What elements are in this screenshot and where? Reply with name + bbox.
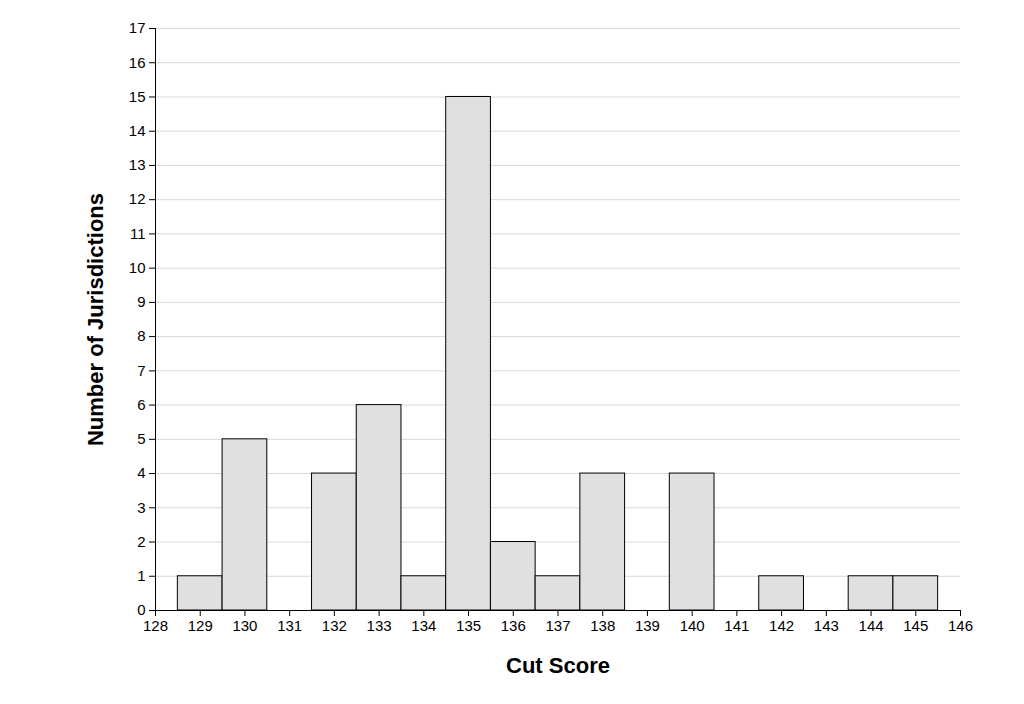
- svg-text:12: 12: [129, 190, 146, 207]
- svg-text:10: 10: [129, 259, 146, 276]
- svg-text:11: 11: [130, 225, 146, 242]
- svg-text:Number of Jurisdictions: Number of Jurisdictions: [83, 193, 108, 446]
- svg-text:136: 136: [501, 617, 526, 634]
- svg-text:141: 141: [724, 617, 749, 634]
- svg-text:129: 129: [188, 617, 213, 634]
- svg-text:9: 9: [137, 293, 145, 310]
- svg-text:130: 130: [232, 617, 257, 634]
- svg-text:6: 6: [137, 396, 145, 413]
- svg-text:5: 5: [137, 430, 145, 447]
- svg-text:4: 4: [137, 464, 145, 481]
- svg-text:128: 128: [143, 617, 168, 634]
- svg-text:131: 131: [277, 617, 302, 634]
- svg-text:146: 146: [948, 617, 973, 634]
- svg-text:144: 144: [859, 617, 884, 634]
- svg-text:138: 138: [590, 617, 615, 634]
- svg-text:142: 142: [769, 617, 794, 634]
- svg-text:13: 13: [129, 156, 146, 173]
- svg-text:14: 14: [129, 122, 146, 139]
- svg-text:0: 0: [137, 601, 145, 618]
- svg-text:Cut Score: Cut Score: [506, 653, 610, 678]
- svg-text:137: 137: [545, 617, 570, 634]
- svg-text:135: 135: [456, 617, 481, 634]
- svg-text:1: 1: [137, 567, 145, 584]
- svg-text:132: 132: [322, 617, 347, 634]
- svg-text:17: 17: [129, 19, 146, 36]
- svg-text:15: 15: [129, 88, 146, 105]
- svg-text:8: 8: [137, 327, 145, 344]
- svg-text:3: 3: [137, 499, 145, 516]
- svg-text:134: 134: [411, 617, 436, 634]
- svg-text:143: 143: [814, 617, 839, 634]
- svg-text:7: 7: [137, 362, 145, 379]
- svg-text:16: 16: [129, 54, 146, 71]
- svg-text:145: 145: [903, 617, 928, 634]
- svg-text:2: 2: [137, 533, 145, 550]
- svg-text:140: 140: [680, 617, 705, 634]
- svg-text:139: 139: [635, 617, 660, 634]
- svg-text:133: 133: [367, 617, 392, 634]
